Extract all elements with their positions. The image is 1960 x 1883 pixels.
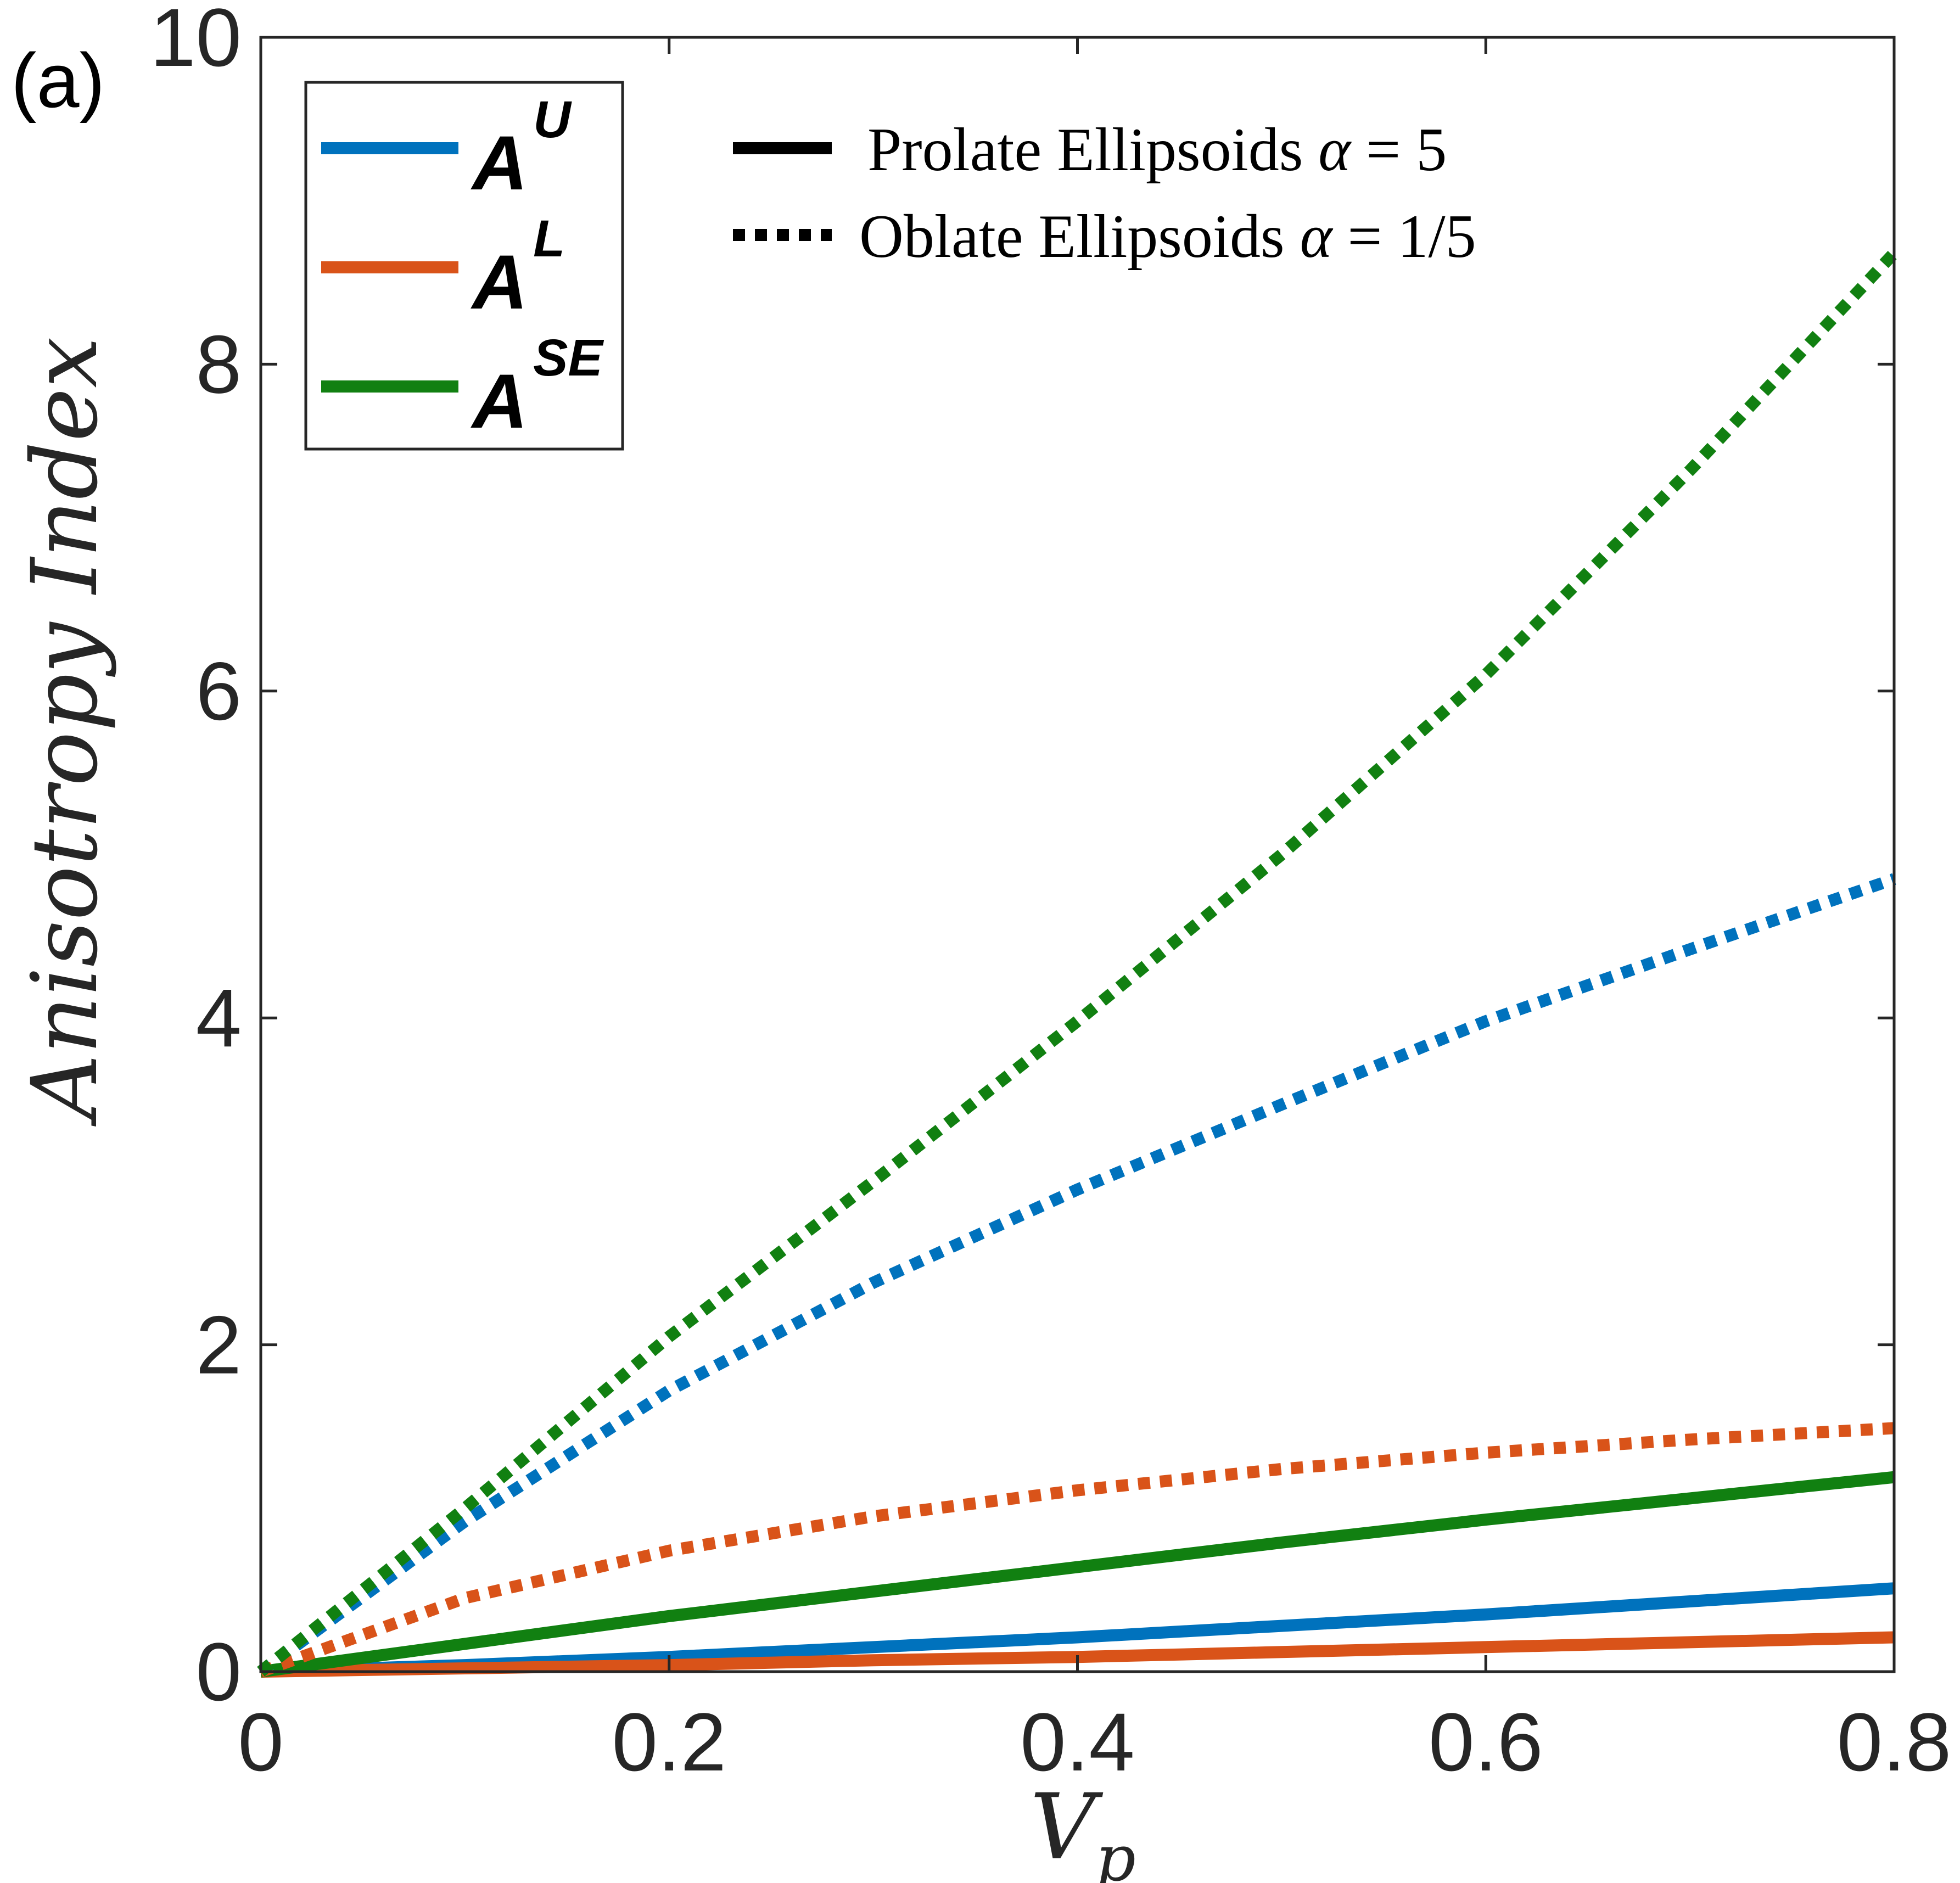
x-tick-label: 0 [238,1696,283,1788]
y-axis-label: Anisotropy Index [12,337,117,1127]
series-line-ase-dotted [257,249,1899,1677]
y-tick-label: 0 [196,1626,242,1718]
legend-entry-ase: A SE [471,329,604,444]
x-tick-label: 0.2 [612,1696,726,1788]
series-line-au-dotted [257,873,1896,1677]
x-tick-label: 0.4 [1020,1696,1135,1788]
legend-style-label-solid: Prolate Ellipsoids α = 5 [867,116,1447,184]
y-tick-label: 2 [196,1299,242,1391]
series-line-al-dotted [259,1422,1895,1678]
y-tick-label: 4 [196,972,242,1064]
y-tick-label: 8 [196,318,242,410]
legend-layer: A UA LA SE Prolate Ellipsoids α = 5 Oblate El… [304,81,1476,451]
y-tick-label: 6 [196,645,242,737]
series-layer [257,249,1899,1678]
x-tick-label: 0.6 [1429,1696,1543,1788]
axes-layer: 0 0.2 0.4 0.6 0.8 0 2 4 6 8 10 Vp Anisotropy Index [12,0,1951,1883]
x-axis-label: Vp [1030,1774,1136,1883]
panel-label: (a) [11,37,105,124]
y-tick-label: 10 [150,0,242,83]
series-line-ase-solid [260,1471,1895,1678]
x-tick-label: 0.8 [1837,1696,1952,1788]
legend-style-label-dotted: Oblate Ellipsoids α = 1/5 [859,203,1476,271]
